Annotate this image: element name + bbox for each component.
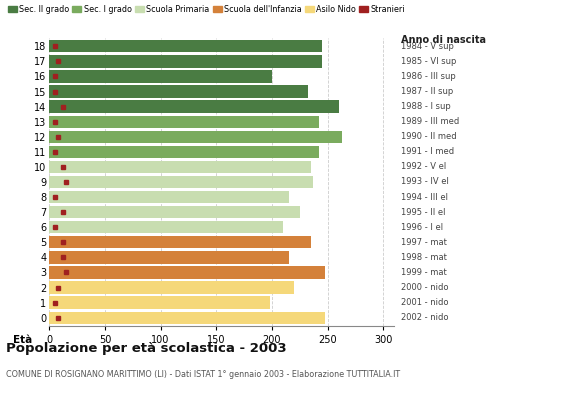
Bar (49, 221, 283, 234)
Text: 1986 - III sup: 1986 - III sup (401, 72, 456, 81)
Text: 1989 - III med: 1989 - III med (401, 117, 459, 126)
Bar (49, 130, 342, 143)
Bar (49, 40, 322, 52)
Bar (49, 161, 311, 173)
Text: 1992 - V el: 1992 - V el (401, 162, 446, 172)
Text: 2002 - nido: 2002 - nido (401, 313, 448, 322)
Bar (49, 146, 318, 158)
Text: 1987 - II sup: 1987 - II sup (401, 87, 453, 96)
Text: Anno di nascita: Anno di nascita (401, 35, 486, 45)
Text: 1995 - II el: 1995 - II el (401, 208, 445, 217)
Bar (49, 70, 272, 83)
Bar (49, 85, 307, 98)
Bar (49, 251, 289, 264)
Bar (49, 191, 289, 203)
Text: 1985 - VI sup: 1985 - VI sup (401, 57, 456, 66)
Bar (49, 206, 300, 218)
Text: 1999 - mat: 1999 - mat (401, 268, 447, 277)
Text: COMUNE DI ROSIGNANO MARITTIMO (LI) - Dati ISTAT 1° gennaio 2003 - Elaborazione T: COMUNE DI ROSIGNANO MARITTIMO (LI) - Dat… (6, 370, 400, 379)
Bar (49, 266, 325, 279)
Bar (49, 100, 339, 113)
Text: 1984 - V sup: 1984 - V sup (401, 42, 454, 51)
Text: 1990 - II med: 1990 - II med (401, 132, 456, 141)
Text: 1991 - I med: 1991 - I med (401, 147, 454, 156)
Text: 1993 - IV el: 1993 - IV el (401, 178, 449, 186)
Bar (49, 281, 294, 294)
Text: 1994 - III el: 1994 - III el (401, 192, 448, 202)
Text: 2000 - nido: 2000 - nido (401, 283, 448, 292)
Bar (49, 236, 311, 248)
Bar (49, 176, 313, 188)
Text: 1988 - I sup: 1988 - I sup (401, 102, 451, 111)
Bar (49, 312, 325, 324)
Bar (49, 296, 270, 309)
Text: Età: Età (13, 335, 32, 345)
Bar (49, 116, 318, 128)
Text: 1997 - mat: 1997 - mat (401, 238, 447, 247)
Legend: Sec. II grado, Sec. I grado, Scuola Primaria, Scuola dell'Infanzia, Asilo Nido, : Sec. II grado, Sec. I grado, Scuola Prim… (7, 4, 406, 15)
Text: 2001 - nido: 2001 - nido (401, 298, 448, 307)
Text: 1996 - I el: 1996 - I el (401, 223, 443, 232)
Text: 1998 - mat: 1998 - mat (401, 253, 447, 262)
Bar (49, 55, 322, 68)
Text: Popolazione per età scolastica - 2003: Popolazione per età scolastica - 2003 (6, 342, 287, 355)
